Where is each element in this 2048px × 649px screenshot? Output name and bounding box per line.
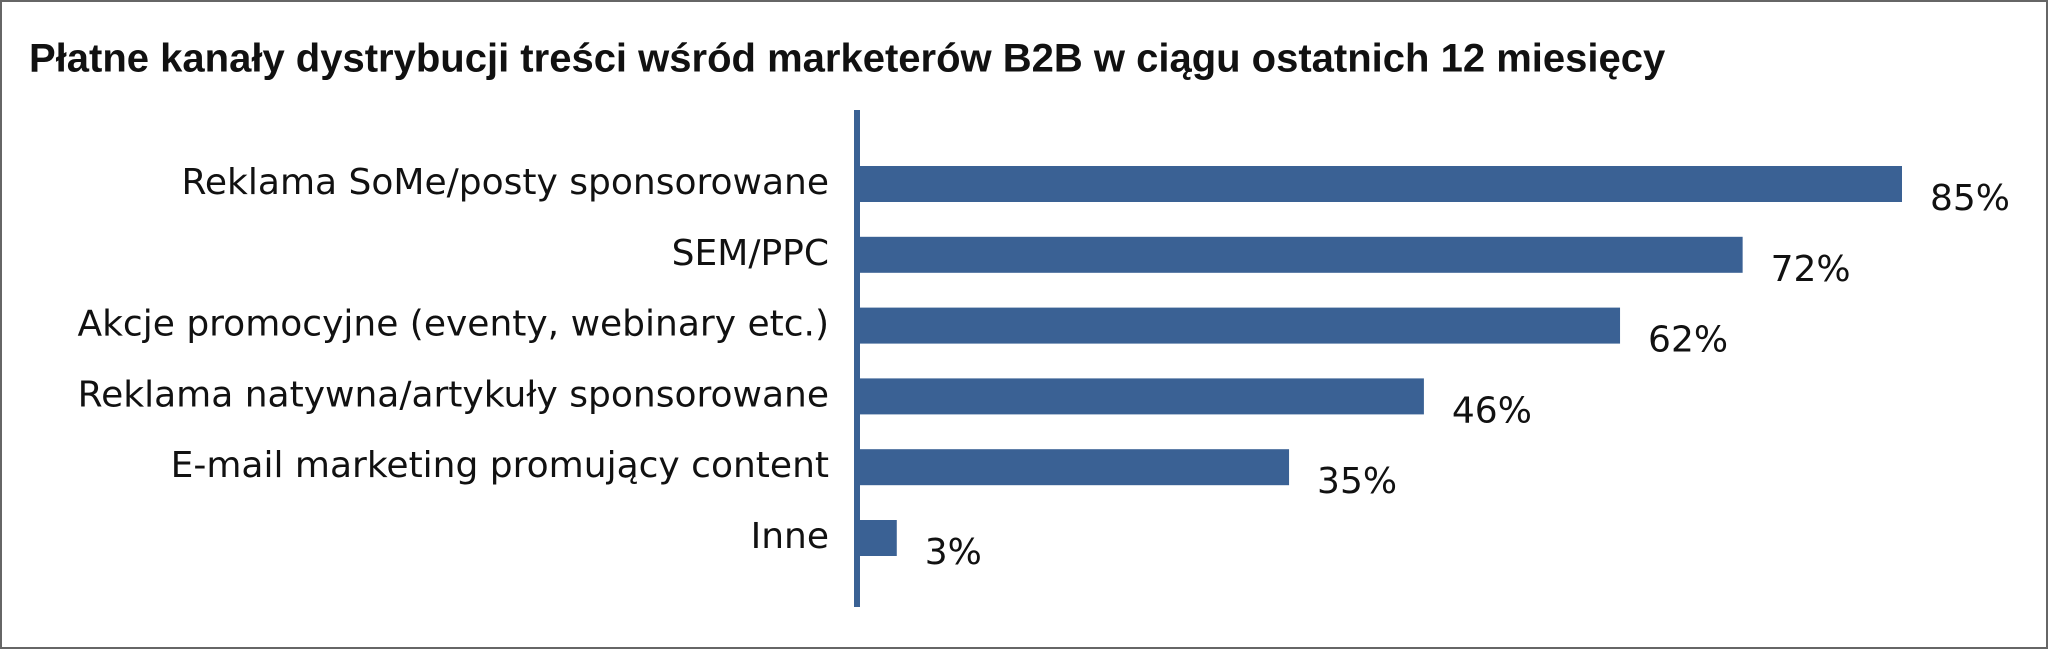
- bar: [860, 166, 1902, 202]
- chart-title: Płatne kanały dystrybucji treści wśród m…: [29, 37, 1666, 81]
- bar: [860, 236, 1743, 273]
- category-label: Akcje promocyjne (eventy, webinary etc.): [77, 304, 829, 345]
- value-label: 46%: [1452, 390, 1532, 431]
- value-label: 62%: [1648, 320, 1728, 361]
- bar: [860, 449, 1290, 486]
- value-label: 35%: [1317, 461, 1397, 502]
- value-label: 72%: [1771, 249, 1851, 290]
- bar: [860, 378, 1424, 415]
- bar: [860, 307, 1621, 344]
- category-label: E-mail marketing promujący content: [171, 445, 829, 486]
- category-label: Reklama natywna/artykuły sponsorowane: [78, 374, 829, 415]
- category-label: SEM/PPC: [672, 233, 829, 274]
- value-label: 85%: [1930, 178, 2010, 219]
- value-label: 3%: [925, 532, 982, 573]
- bar: [860, 520, 897, 556]
- category-label: Inne: [751, 516, 829, 557]
- category-label: Reklama SoMe/posty sponsorowane: [182, 162, 829, 203]
